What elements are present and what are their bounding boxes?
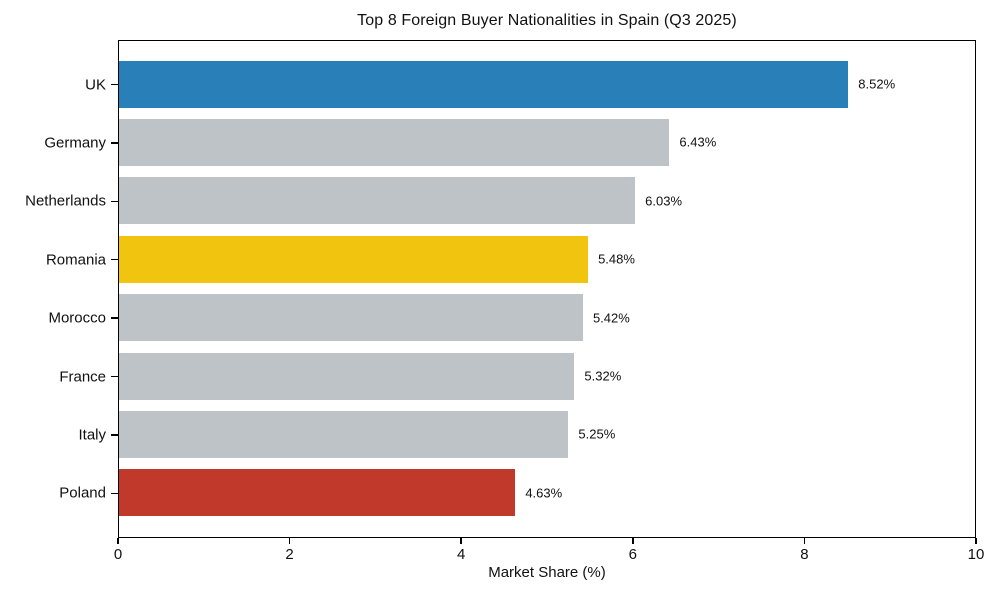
x-tick-mark [117,538,119,544]
x-tick-label: 4 [457,546,466,563]
bar-uk [119,60,849,108]
y-tick-mark [111,142,118,144]
bar-morocco [119,294,583,342]
category-label-poland: Poland [59,484,106,502]
y-tick-mark [111,200,118,203]
bar-netherlands [119,177,636,225]
category-label-netherlands: Netherlands [25,192,106,210]
category-label-germany: Germany [44,134,106,152]
x-tick-mark [975,538,977,544]
bar-value-label: 5.42% [592,310,630,326]
x-tick-mark [288,538,291,544]
x-tick-mark [632,538,634,544]
x-tick-label: 10 [967,546,985,563]
bar-france [119,352,575,400]
bar-value-label: 8.52% [858,76,896,92]
x-tick-label: 2 [285,546,294,563]
y-tick-mark [111,83,118,86]
x-tick-label: 8 [800,546,809,563]
bar-germany [119,118,670,166]
bar-value-label: 5.32% [584,368,622,384]
y-tick-mark [111,375,118,378]
x-tick-mark [460,538,462,544]
x-axis-label: Market Share (%) [488,564,606,581]
x-tick-label: 6 [628,546,637,563]
category-label-morocco: Morocco [48,309,106,327]
bar-value-label: 4.63% [525,485,563,501]
bar-value-label: 6.43% [679,134,717,150]
bar-value-label: 5.25% [578,426,616,442]
bar-romania [119,235,589,283]
y-tick-mark [111,492,118,495]
chart-title: Top 8 Foreign Buyer Nationalities in Spa… [357,12,737,29]
bar-italy [119,410,569,458]
category-label-italy: Italy [78,426,106,444]
category-label-france: France [59,368,106,385]
bar-value-label: 6.03% [645,193,683,209]
y-tick-mark [111,317,118,319]
x-tick-label: 0 [113,546,123,563]
x-tick-mark [803,538,806,544]
y-tick-mark [111,258,118,261]
bar-poland [119,469,516,517]
y-tick-mark [111,434,118,436]
category-label-uk: UK [85,76,106,93]
plot-area: 8.52% 6.43% 6.03% 5.48% 5.42% 5.32% 5.25% 4.63% [118,40,976,538]
bar-value-label: 5.48% [598,251,635,267]
category-label-romania: Romania [45,251,106,269]
